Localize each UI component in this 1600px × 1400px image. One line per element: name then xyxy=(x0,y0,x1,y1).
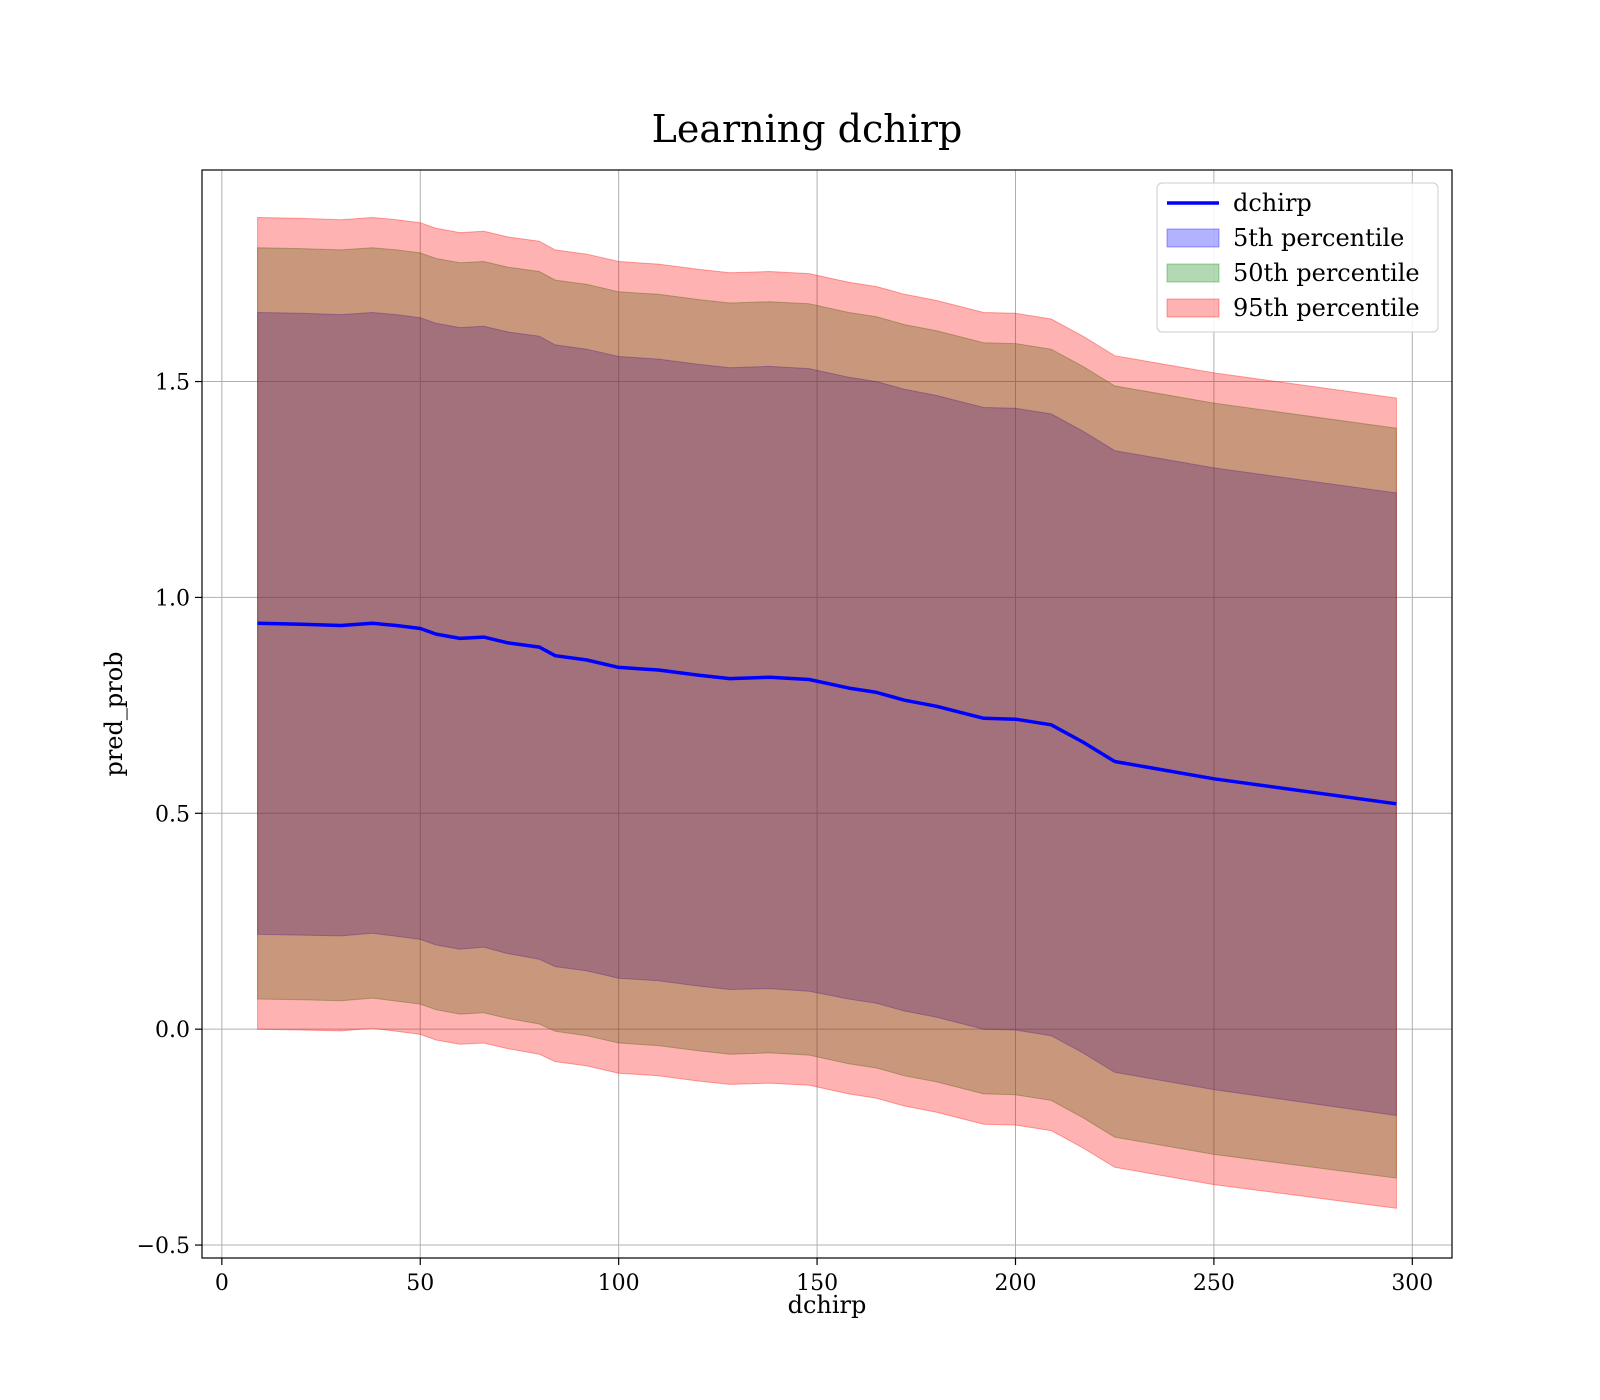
x-tick-label: 200 xyxy=(994,1271,1036,1296)
x-tick-label: 250 xyxy=(1193,1271,1235,1296)
legend-box xyxy=(1156,182,1439,333)
percentile-bands xyxy=(257,216,1397,1209)
plot-frame xyxy=(201,169,1453,1259)
legend-swatch-95th xyxy=(1166,298,1220,318)
legend-swatch-50th xyxy=(1166,263,1220,283)
y-axis-ticks: −0.5 0.0 0.5 1.0 1.5 xyxy=(137,371,202,1259)
line-dchirp xyxy=(257,621,1397,806)
x-tick-label: 300 xyxy=(1391,1271,1433,1296)
y-tick-label: −0.5 xyxy=(137,1234,190,1259)
band-95th xyxy=(257,216,1397,1209)
x-axis-ticks: 0 50 100 150 200 250 300 xyxy=(215,1258,1433,1296)
y-tick-label: 0.5 xyxy=(155,802,190,827)
legend: dchirp 5th percentile 50th percentile 95th … xyxy=(1156,182,1439,333)
x-tick-label: 100 xyxy=(598,1271,640,1296)
y-axis-title: pred_prob xyxy=(100,651,128,776)
legend-label-5th: 5th percentile xyxy=(1233,224,1404,252)
series-lines xyxy=(257,621,1397,806)
band-50th xyxy=(257,247,1397,1179)
y-tick-label: 0.0 xyxy=(155,1018,190,1043)
band-5th xyxy=(257,311,1397,1117)
y-tick-label: 1.0 xyxy=(155,586,190,611)
y-tick-label: 1.5 xyxy=(155,371,190,396)
chart-title: Learning dchirp xyxy=(652,107,963,151)
legend-swatch-5th xyxy=(1166,228,1220,248)
x-tick-label: 150 xyxy=(796,1271,838,1296)
legend-label-95th: 95th percentile xyxy=(1233,294,1420,322)
x-tick-label: 0 xyxy=(215,1271,229,1296)
legend-label-50th: 50th percentile xyxy=(1233,259,1420,287)
legend-label-dchirp: dchirp xyxy=(1233,189,1312,217)
x-tick-label: 50 xyxy=(406,1271,434,1296)
x-axis-title: dchirp xyxy=(788,1291,867,1319)
grid-lines xyxy=(202,170,1452,1258)
